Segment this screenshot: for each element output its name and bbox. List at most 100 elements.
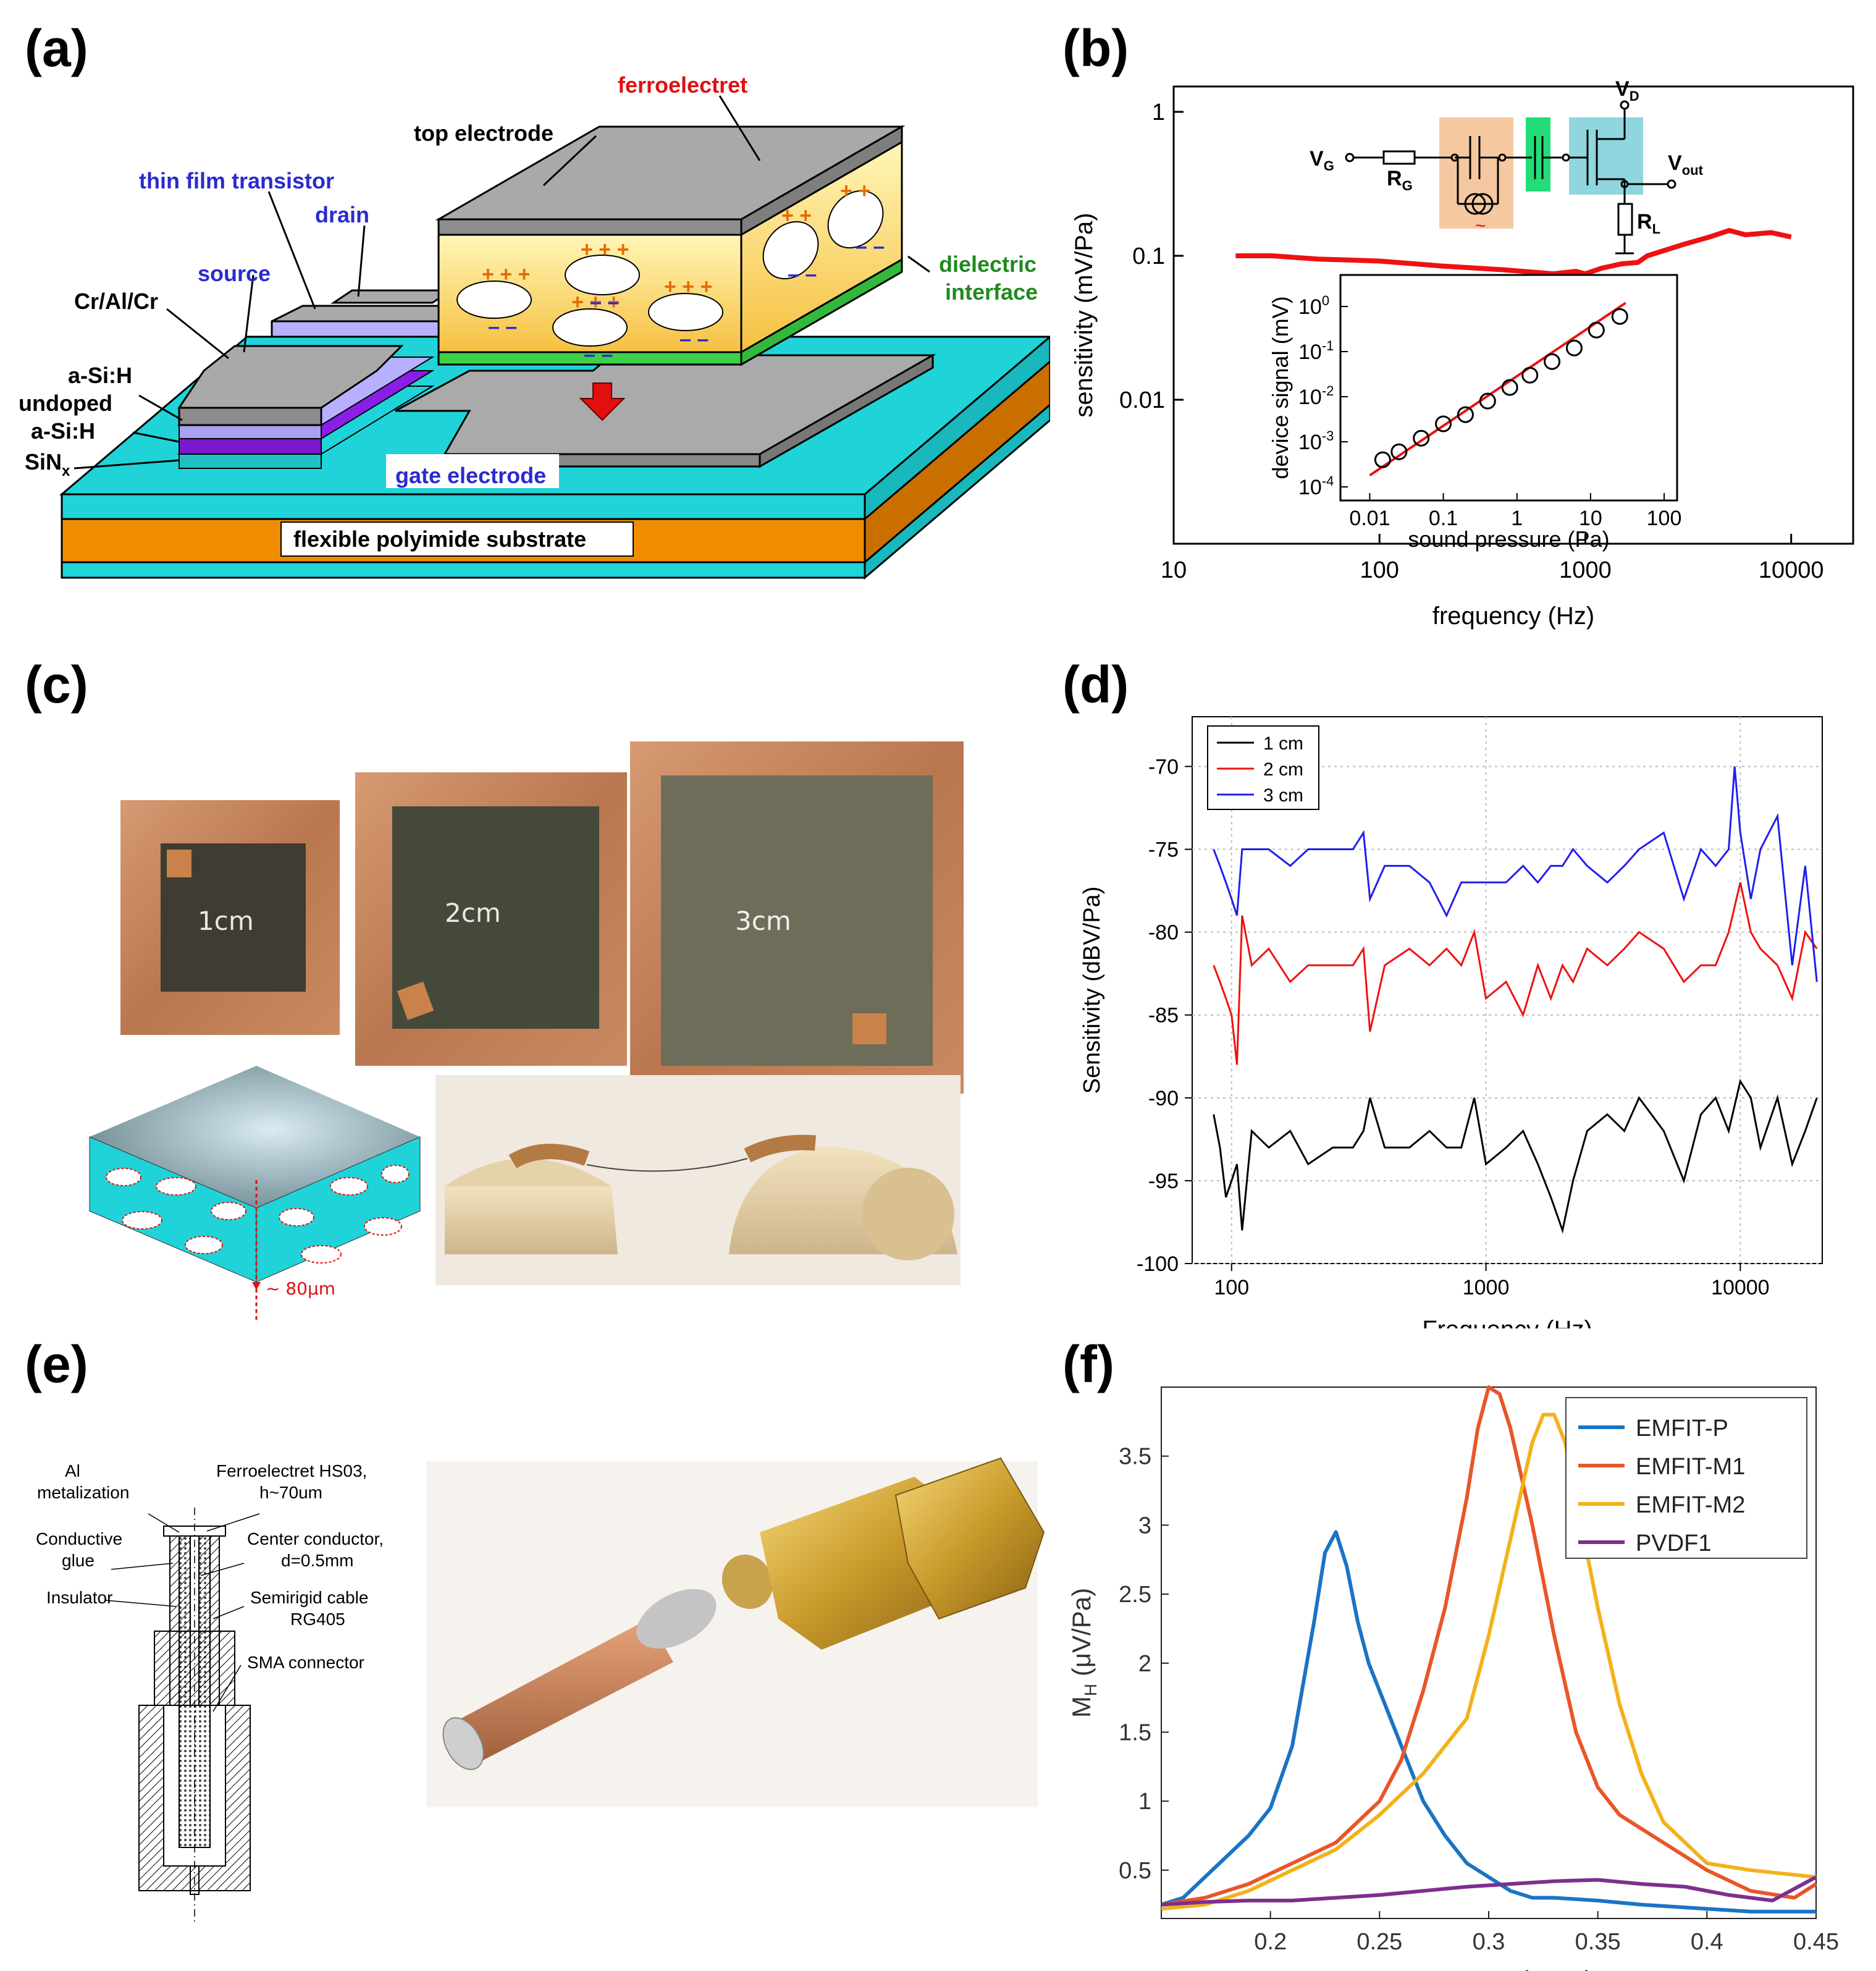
panel-a: (a) <box>0 0 1050 606</box>
ferroelectret-sample-photos: 1cm 2cm 3cm <box>89 741 964 1322</box>
sample-label-3cm: 3cm <box>735 906 791 936</box>
svg-text:– –: – – <box>488 315 517 339</box>
svg-text:+ + +: + + + <box>571 290 620 314</box>
x-tick-label: 100 <box>1214 1276 1249 1299</box>
inset-data-point <box>1544 353 1561 370</box>
label-source: source <box>198 261 271 286</box>
y-tick-label: -75 <box>1148 838 1179 862</box>
label-drain: drain <box>315 202 369 227</box>
panel-b-label: (b) <box>1062 19 1129 77</box>
inset-y-tick-label: 100 <box>1298 293 1329 319</box>
circuit-schematic <box>1345 100 1676 255</box>
label-substrate: flexible polyimide substrate <box>293 526 586 552</box>
svg-text:+ +: + + <box>840 179 870 203</box>
inset-frame <box>1339 274 1678 502</box>
label-al: Al <box>65 1461 80 1480</box>
x-axis-label: frequency (Hz) <box>1432 602 1594 630</box>
label-insulator: Insulator <box>46 1588 112 1607</box>
inset-data-point <box>1479 392 1496 410</box>
inset-data-point <box>1435 415 1452 433</box>
label-glue: glue <box>62 1551 95 1570</box>
label-thin-film-transistor: thin film transistor <box>139 168 334 193</box>
y-tick-label: 3.5 <box>1119 1444 1151 1470</box>
inset-data-point <box>1565 339 1583 357</box>
sensitivity-size-chart: 100 1000 10000 -100 -95 -90 -85 -80 -75 -70 Freque… <box>1079 716 1823 1328</box>
inset-y-tick-label: 10-2 <box>1298 383 1334 409</box>
y-axis-label: sensitivity (mV/Pa) <box>1070 213 1098 417</box>
x-tick-label: 100 <box>1360 557 1399 583</box>
label-d05mm: d=0.5mm <box>281 1551 354 1570</box>
panel-f-label: (f) <box>1062 1335 1114 1393</box>
y-tick-label: 2 <box>1138 1651 1151 1677</box>
panel-e-label: (e) <box>25 1335 88 1393</box>
sensitivity-frequency-chart: 10 100 1000 10000 0.01 0.1 1 frequency (Hz) sens… <box>1070 77 1854 630</box>
inset-data-point <box>1501 379 1518 396</box>
svg-text:– –: – – <box>856 235 885 258</box>
label-undoped: undoped <box>19 390 112 416</box>
svg-text:+ + +: + + + <box>664 275 712 298</box>
circuit-rg: RG <box>1387 167 1413 193</box>
legend-label: EMFIT-P <box>1636 1416 1728 1441</box>
svg-text:+ + +: + + + <box>581 238 629 261</box>
hydrophone-probe-figure: Al metalization Ferroelectret HS03, h~70… <box>36 1457 1045 1922</box>
y-axis-label: MH (μV/Pa) <box>1067 1588 1100 1718</box>
x-axis-label: Frequency (MHz) <box>1384 1965 1594 1971</box>
legend-box <box>1565 1397 1807 1559</box>
svg-text:– –: – – <box>590 290 619 314</box>
panel-c: (c) 1cm <box>0 643 1050 1328</box>
series-line-1cm <box>1213 1079 1818 1234</box>
y-tick-label: 1 <box>1138 1789 1151 1815</box>
inset-data-point <box>1588 321 1605 339</box>
legend-label: 2 cm <box>1263 759 1303 780</box>
legend-label: EMFIT-M2 <box>1636 1492 1745 1518</box>
inset-data-point <box>1457 406 1474 423</box>
series-line-2cm <box>1213 882 1818 1065</box>
x-axis-label: Frequency (Hz) <box>1422 1316 1592 1328</box>
svg-text:+ + +: + + + <box>482 263 530 286</box>
label-sinx: SiNx <box>25 449 70 479</box>
x-tick-label: 0.2 <box>1254 1929 1287 1955</box>
sample-photo-2cm <box>355 772 627 1066</box>
panel-c-label: (c) <box>25 656 88 714</box>
probe-cross-section-schematic <box>138 1508 251 1922</box>
label-center-conductor: Center conductor, <box>247 1529 384 1548</box>
label-semirigid-cable: Semirigid cable <box>250 1588 368 1607</box>
label-gate-electrode: gate electrode <box>395 463 546 488</box>
legend-label: 3 cm <box>1263 785 1303 806</box>
inset-y-tick-label: 10-1 <box>1298 338 1334 364</box>
series-line-EMFIT-M1 <box>1161 1385 1817 1907</box>
resonance-frequency-chart: 0.2 0.25 0.3 0.35 0.4 0.45 0.5 1 1.5 2 2.5 3 3.5 Freq… <box>1067 1385 1839 1971</box>
circuit-vout: Vout <box>1668 151 1704 178</box>
bent-sample-photo <box>435 1075 961 1285</box>
inset-x-tick-label: 0.01 <box>1349 507 1390 530</box>
cellular-structure-render <box>89 1066 421 1322</box>
y-axis-label: Sensitivity (dBV/Pa) <box>1079 887 1105 1094</box>
sample-label-2cm: 2cm <box>445 898 501 928</box>
y-tick-label: 2.5 <box>1119 1582 1151 1608</box>
svg-text:– –: – – <box>788 263 817 286</box>
circuit-vg: VG <box>1310 147 1334 174</box>
y-tick-label: -95 <box>1148 1170 1179 1193</box>
inset-data-point <box>1611 308 1628 325</box>
y-tick-label: 0.5 <box>1119 1858 1151 1884</box>
panel-b: (b) 10 100 1000 10000 0.01 0.1 1 frequency (Hz)… <box>1050 0 1876 643</box>
inset-x-tick-label: 1 <box>1511 507 1523 530</box>
y-tick-label: -90 <box>1148 1087 1179 1110</box>
panel-e: (e) <box>0 1328 1050 1971</box>
legend-label: 1 cm <box>1263 733 1303 754</box>
sample-photo-1cm <box>120 800 340 1035</box>
inset-data-point <box>1374 451 1391 468</box>
circuit-vd: VD <box>1615 77 1639 104</box>
y-tick-label: 3 <box>1138 1513 1151 1538</box>
svg-text:+ +: + + <box>781 204 812 227</box>
inset-x-tick-label: 0.1 <box>1429 507 1458 530</box>
label-ferroelectret-hs03: Ferroelectret HS03, <box>216 1461 367 1480</box>
inset-data-point <box>1390 443 1408 460</box>
series-line-EMFIT-P <box>1161 1530 1816 1914</box>
inset-x-axis-label: sound pressure (Pa) <box>1408 526 1609 552</box>
inset-data-point <box>1521 366 1539 384</box>
x-tick-label: 10000 <box>1711 1276 1770 1299</box>
y-tick-label: 1 <box>1152 99 1165 125</box>
inset-data-point <box>1413 429 1430 447</box>
series-line-PVDF1 <box>1161 1875 1817 1907</box>
